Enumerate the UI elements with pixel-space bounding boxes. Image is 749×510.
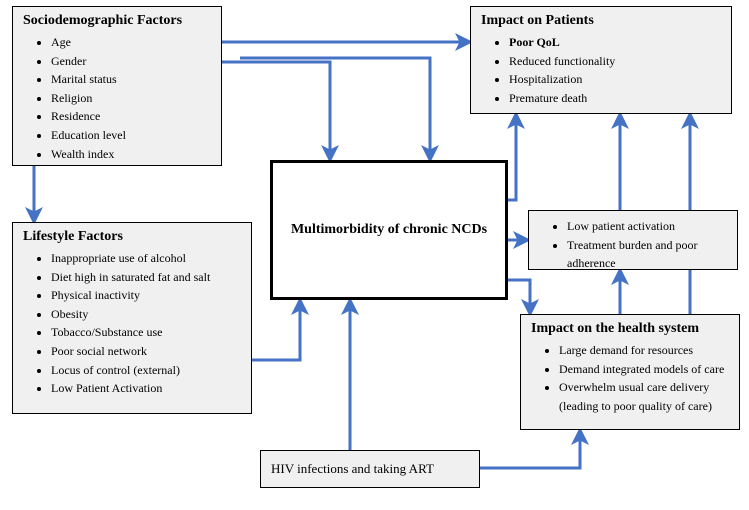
list-item: Physical inactivity xyxy=(51,286,241,305)
list-impact-patients: Poor QoLReduced functionalityHospitaliza… xyxy=(481,33,721,107)
list-item: Religion xyxy=(51,89,211,108)
title-impact-patients: Impact on Patients xyxy=(481,13,721,29)
list-item: Education level xyxy=(51,126,211,145)
list-lifestyle: Inappropriate use of alcoholDiet high in… xyxy=(23,249,241,398)
box-activation: Low patient activationTreatment burden a… xyxy=(528,210,738,270)
label-center: Multimorbidity of chronic NCDs xyxy=(291,222,487,238)
list-item: Overwhelm usual care delivery (leading t… xyxy=(559,378,729,415)
box-impact-system: Impact on the health system Large demand… xyxy=(520,314,740,430)
list-item: Large demand for resources xyxy=(559,341,729,360)
list-item: Reduced functionality xyxy=(509,52,721,71)
list-item: Hospitalization xyxy=(509,70,721,89)
title-lifestyle: Lifestyle Factors xyxy=(23,229,241,245)
list-impact-system: Large demand for resourcesDemand integra… xyxy=(531,341,729,415)
title-impact-system: Impact on the health system xyxy=(531,321,729,337)
box-lifestyle: Lifestyle Factors Inappropriate use of a… xyxy=(12,222,252,414)
list-item: Wealth index xyxy=(51,145,211,164)
list-item: Inappropriate use of alcohol xyxy=(51,249,241,268)
list-item: Low Patient Activation xyxy=(51,379,241,398)
list-item: Poor social network xyxy=(51,342,241,361)
list-activation: Low patient activationTreatment burden a… xyxy=(539,217,727,273)
box-sociodemographic: Sociodemographic Factors AgeGenderMarita… xyxy=(12,6,222,166)
box-hiv: HIV infections and taking ART xyxy=(260,450,480,488)
list-item: Locus of control (external) xyxy=(51,361,241,380)
list-item: Obesity xyxy=(51,305,241,324)
list-item: Low patient activation xyxy=(567,217,727,236)
label-hiv: HIV infections and taking ART xyxy=(271,461,434,477)
list-item: Residence xyxy=(51,107,211,126)
list-item: Treatment burden and poor adherence xyxy=(567,236,727,273)
list-item: Demand integrated models of care xyxy=(559,360,729,379)
list-item: Gender xyxy=(51,52,211,71)
box-impact-patients: Impact on Patients Poor QoLReduced funct… xyxy=(470,6,732,114)
list-item: Age xyxy=(51,33,211,52)
list-item: Poor QoL xyxy=(509,33,721,52)
list-item: Diet high in saturated fat and salt xyxy=(51,268,241,287)
box-center: Multimorbidity of chronic NCDs xyxy=(270,160,508,300)
list-item: Tobacco/Substance use xyxy=(51,323,241,342)
title-sociodemographic: Sociodemographic Factors xyxy=(23,13,211,29)
list-item: Premature death xyxy=(509,89,721,108)
list-sociodemographic: AgeGenderMarital statusReligionResidence… xyxy=(23,33,211,163)
list-item: Marital status xyxy=(51,70,211,89)
